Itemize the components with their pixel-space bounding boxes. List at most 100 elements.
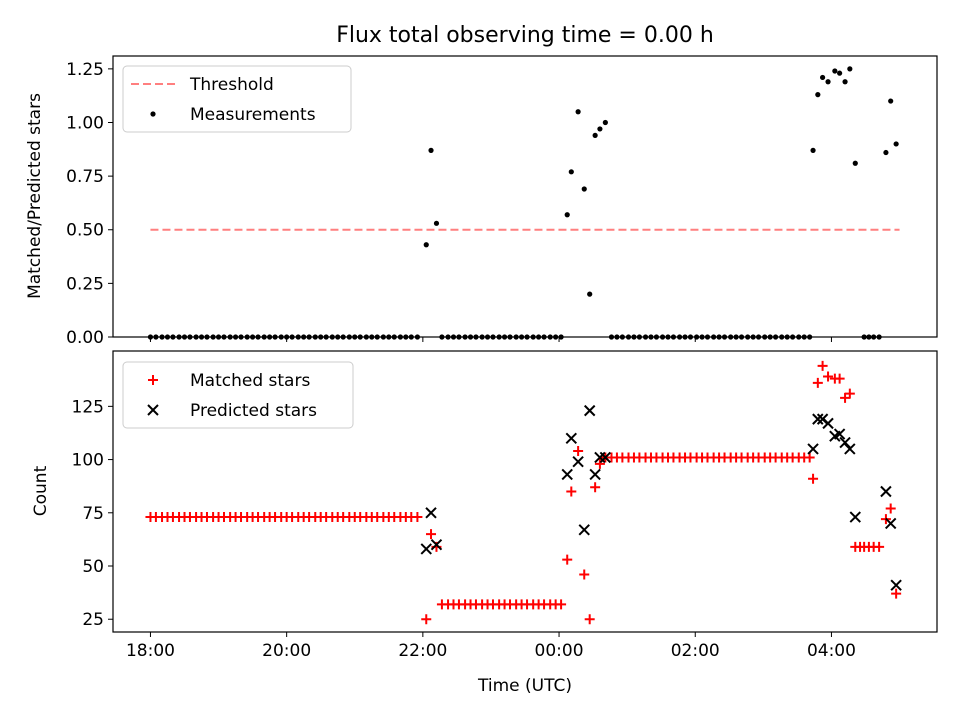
x-tick-label: 02:00	[671, 641, 720, 661]
top-y-tick-label: 0.50	[66, 221, 104, 241]
predicted-star-point	[884, 517, 897, 530]
matched-star-point	[874, 541, 885, 552]
predicted-star-point	[833, 428, 846, 440]
measurement-point	[568, 169, 574, 175]
measurement-point	[423, 242, 429, 248]
matched-star-point	[804, 452, 815, 463]
measurement-point	[825, 79, 831, 85]
matched-star-point	[566, 486, 577, 497]
matched-star-point	[823, 371, 834, 382]
legend-box	[122, 361, 354, 429]
x-tick-label: 04:00	[807, 641, 856, 661]
measurement-point	[428, 147, 434, 153]
predicted-star-point	[561, 468, 573, 481]
bottom-y-tick-label: 125	[72, 397, 104, 417]
matched-star-point	[834, 373, 845, 384]
predicted-star-point	[890, 579, 902, 591]
predicted-star-point	[589, 468, 601, 481]
predicted-star-point	[844, 443, 856, 455]
matched-star-point	[844, 388, 855, 399]
top-axes: 0.00 0.25 0.50 0.75 1.00 1.25 Threshold Measure…	[66, 55, 938, 348]
predicted-star-point	[420, 543, 432, 555]
measurement-point	[587, 291, 593, 297]
matched-star-point	[426, 529, 437, 540]
matched-star-point	[817, 360, 828, 371]
x-tick-label: 18:00	[126, 641, 175, 661]
matched-star-point	[573, 446, 584, 457]
measurement-point	[819, 74, 826, 81]
bottom-axes: 25 50 75 100 125 18:00 20:00 22:00 00:00 02:00 04:…	[72, 350, 938, 661]
measurement-point	[842, 79, 848, 85]
matched-star-point	[562, 554, 573, 565]
matched-star-point	[421, 614, 432, 625]
predicted-star-point	[565, 432, 578, 444]
top-y-tick-label: 1.25	[66, 60, 104, 80]
measurement-point	[597, 126, 603, 132]
measurement-point	[888, 98, 894, 104]
measurement-point	[564, 212, 570, 218]
bottom-legend: Matched stars Predicted stars	[122, 361, 354, 429]
measurement-point	[883, 149, 889, 156]
measurement-point	[810, 147, 816, 153]
measurement-point	[837, 70, 843, 76]
predicted-star-point	[583, 404, 596, 417]
predicted-star-point	[849, 511, 861, 523]
matched-star-point	[885, 503, 896, 514]
top-y-tick-label: 1.00	[66, 113, 104, 133]
predicted-star-point	[822, 417, 834, 430]
legend-measurements-swatch	[150, 111, 156, 117]
matched-star-point	[412, 512, 423, 523]
measurement-point	[602, 119, 608, 126]
predicted-star-point	[812, 413, 824, 425]
matched-star-point	[584, 614, 595, 625]
measurement-point	[592, 132, 598, 138]
top-y-tick-label: 0.25	[66, 274, 104, 294]
measurement-point	[815, 92, 821, 98]
bottom-y-axis-label: Count	[31, 465, 51, 516]
measurement-point	[581, 186, 587, 192]
legend-matched-swatch	[148, 375, 158, 385]
top-y-axis-label: Matched/Predicted stars	[25, 93, 45, 299]
matched-star-point	[590, 482, 601, 493]
legend-threshold-label: Threshold	[189, 75, 274, 95]
measurement-point	[893, 141, 899, 147]
bottom-y-tick-label: 100	[72, 451, 104, 471]
measurement-point	[847, 66, 853, 72]
predicted-star-point	[807, 443, 819, 455]
x-tick-label: 20:00	[262, 641, 311, 661]
predicted-star-point	[425, 507, 437, 519]
legend-box	[122, 65, 352, 133]
bottom-y-tick-label: 75	[82, 504, 104, 524]
top-y-tick-label: 0.00	[66, 328, 104, 348]
matched-star-point	[808, 473, 819, 484]
legend-matched-label: Matched stars	[190, 371, 310, 391]
bottom-y-tick-label: 25	[82, 610, 104, 630]
predicted-star-point	[599, 451, 612, 464]
predicted-star-point	[430, 539, 443, 551]
matched-star-point	[594, 458, 605, 469]
predicted-star-point	[880, 485, 892, 498]
matched-star-point	[812, 377, 823, 388]
x-tick-label: 22:00	[398, 641, 447, 661]
legend-predicted-label: Predicted stars	[190, 401, 317, 421]
x-axis-label: Time (UTC)	[477, 676, 572, 696]
legend-measurements-label: Measurements	[190, 105, 316, 125]
bottom-y-tick-label: 50	[82, 557, 104, 577]
top-chart-title: Flux total observing time = 0.00 h	[336, 23, 714, 48]
matched-star-point	[556, 599, 567, 610]
measurement-point	[852, 160, 858, 166]
matched-star-point	[891, 588, 902, 599]
bottom-axes-frame	[112, 350, 938, 633]
measurement-point	[575, 109, 581, 115]
predicted-star-point	[839, 436, 851, 449]
x-tick-label: 00:00	[535, 641, 584, 661]
legend-predicted-swatch	[147, 404, 159, 416]
top-legend: Threshold Measurements	[122, 65, 352, 133]
matched-star-point	[579, 569, 590, 580]
predicted-star-point	[572, 455, 584, 468]
measurement-point	[832, 68, 838, 74]
top-axes-frame	[112, 55, 938, 338]
top-y-tick-label: 0.75	[66, 167, 104, 187]
measurement-point	[433, 220, 440, 226]
